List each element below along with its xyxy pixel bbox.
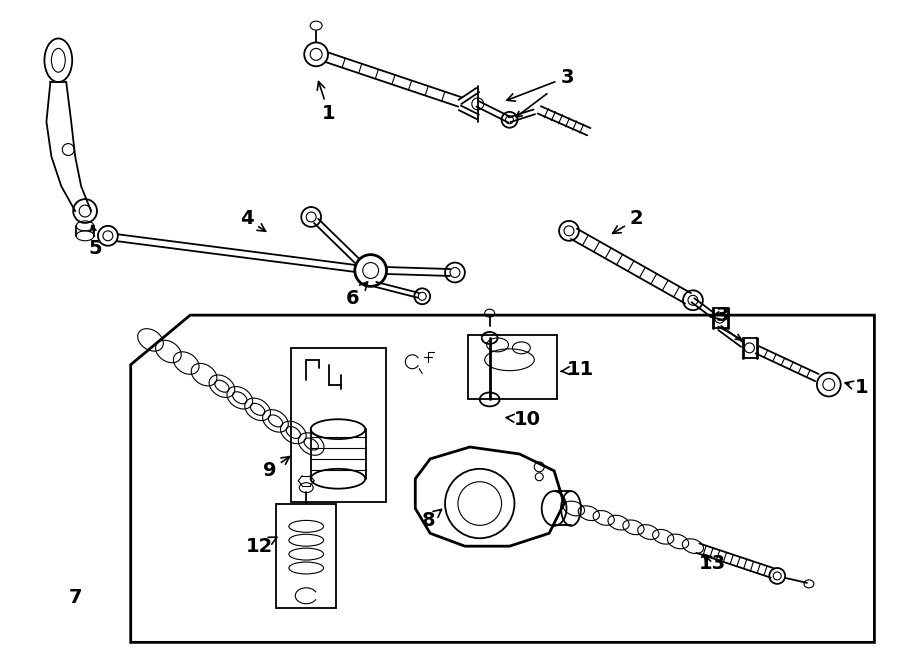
- Text: 10: 10: [506, 410, 541, 429]
- Text: 6: 6: [346, 282, 367, 308]
- Text: 11: 11: [562, 360, 595, 379]
- Text: 2: 2: [613, 210, 644, 233]
- Bar: [276, 504, 336, 607]
- Text: 13: 13: [699, 553, 726, 572]
- Text: 3: 3: [507, 67, 574, 101]
- Text: 9: 9: [263, 457, 290, 481]
- Text: 3: 3: [710, 305, 729, 325]
- Text: 5: 5: [88, 239, 102, 258]
- Text: 12: 12: [246, 537, 277, 556]
- Bar: [468, 335, 557, 399]
- Text: 1: 1: [318, 81, 336, 124]
- Text: 7: 7: [68, 588, 82, 607]
- Text: 4: 4: [240, 210, 266, 231]
- Bar: [292, 348, 385, 502]
- Text: 8: 8: [421, 510, 442, 530]
- Text: 1: 1: [845, 378, 868, 397]
